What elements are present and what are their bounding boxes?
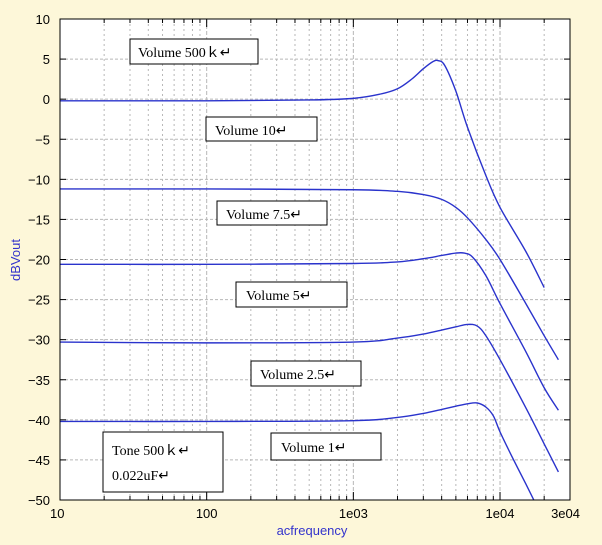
annotation-volume-2-5: Volume 2.5↵ — [250, 360, 362, 387]
y-tick-label: −5 — [35, 132, 50, 147]
y-tick-label: −15 — [28, 212, 50, 227]
y-tick-label: −35 — [28, 373, 50, 388]
x-tick-labels: 10 100 1e03 1e04 3e04 — [50, 506, 580, 521]
x-axis-label: acfrequency — [277, 523, 348, 538]
x-tick-label: 3e04 — [551, 506, 580, 521]
y-tick-label: −30 — [28, 333, 50, 348]
series-line-4 — [60, 323, 560, 473]
y-tick-label: −10 — [28, 172, 50, 187]
y-axis-label: dBVout — [8, 239, 23, 281]
series-line-5 — [60, 402, 535, 500]
annotation-text: Volume 10↵ — [215, 124, 288, 139]
y-tick-labels: 10 5 0 −5 −10 −15 −20 −25 −30 −35 −40 −45 −50 — [28, 12, 50, 508]
series-line-2 — [60, 188, 559, 361]
y-tick-label: 10 — [36, 12, 50, 27]
annotation-text: Volume 5↵ — [246, 289, 312, 304]
y-tick-label: −45 — [28, 453, 50, 468]
series-line-3 — [60, 251, 559, 411]
annotation-volume-10: Volume 10↵ — [205, 116, 318, 142]
y-tick-label: 0 — [43, 92, 50, 107]
x-tick-label: 1e04 — [486, 506, 515, 521]
series-line-1 — [60, 59, 545, 288]
annotation-volume-500k: Volume 500ｋ↵ — [129, 38, 259, 65]
annotation-volume-7-5: Volume 7.5↵ — [216, 200, 328, 226]
annotation-text: 0.022uF↵ — [112, 469, 170, 484]
annotation-text: Tone 500ｋ↵ — [112, 443, 190, 459]
annotation-text: Volume 500ｋ↵ — [138, 45, 232, 61]
annotation-text: Volume 1↵ — [281, 441, 347, 456]
annotation-text: Volume 2.5↵ — [260, 368, 336, 383]
annotation-tone-500k: Tone 500ｋ↵ 0.022uF↵ — [102, 431, 224, 493]
x-tick-label: 1e03 — [339, 506, 368, 521]
y-tick-label: −50 — [28, 493, 50, 508]
y-tick-label: −25 — [28, 293, 50, 308]
y-tick-label: −40 — [28, 413, 50, 428]
series-lines — [60, 59, 560, 500]
x-tick-label: 100 — [196, 506, 218, 521]
y-tick-label: −20 — [28, 253, 50, 268]
ticks — [59, 18, 571, 501]
x-tick-label: 10 — [50, 506, 64, 521]
y-tick-label: 5 — [43, 52, 50, 67]
annotation-volume-1: Volume 1↵ — [270, 432, 382, 461]
annotation-volume-5: Volume 5↵ — [235, 281, 348, 308]
annotation-text: Volume 7.5↵ — [226, 208, 302, 223]
